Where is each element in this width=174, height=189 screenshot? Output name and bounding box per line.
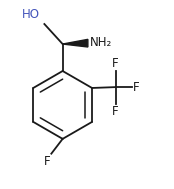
Text: NH₂: NH₂ [90,36,112,49]
Text: HO: HO [22,9,40,21]
Text: F: F [112,57,119,70]
Polygon shape [63,39,88,47]
Text: F: F [44,155,50,168]
Text: F: F [112,105,119,118]
Text: F: F [133,81,139,94]
